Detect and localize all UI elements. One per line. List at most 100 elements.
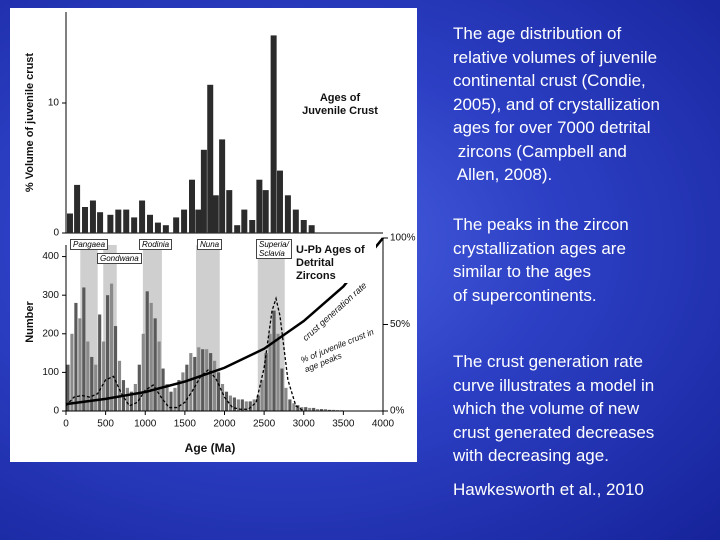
- histogram-bar: [141, 333, 145, 411]
- histogram-bar: [177, 380, 181, 411]
- histogram-bar: [106, 295, 110, 411]
- histogram-bar: [216, 372, 221, 411]
- text-line: The age distribution of: [453, 24, 622, 43]
- bar: [97, 212, 104, 233]
- y-tick-label: 0: [53, 228, 59, 239]
- bar: [147, 214, 154, 233]
- y-tick-label: 10: [48, 98, 60, 109]
- histogram-bar: [280, 368, 284, 411]
- bar: [66, 213, 73, 233]
- bar: [234, 225, 241, 233]
- bar: [262, 190, 269, 233]
- histogram-bar: [181, 372, 185, 411]
- histogram-bar: [74, 302, 78, 411]
- histogram-bar: [197, 347, 201, 411]
- histogram-bar: [228, 395, 233, 411]
- histogram-bar: [161, 368, 165, 411]
- histogram-bar: [102, 341, 106, 411]
- text-line: Allen, 2008).: [453, 165, 553, 184]
- text-line: of supercontinents.: [453, 285, 597, 305]
- histogram-bar: [193, 356, 197, 411]
- supercontinent-label: Gondwana: [97, 253, 142, 264]
- histogram-bar: [129, 391, 133, 411]
- y-axis-label: % Volume of juvenile crust: [24, 53, 36, 192]
- bar: [107, 214, 114, 233]
- paragraph: Hawkesworth et al., 2010: [453, 478, 644, 502]
- text-line: zircons (Campbell and: [453, 141, 627, 161]
- text-line: crystallization ages are: [453, 238, 626, 258]
- bar: [276, 170, 283, 233]
- y2-tick-label: 50%: [390, 319, 410, 330]
- y-axis-label: Number: [24, 301, 36, 343]
- histogram-bar: [113, 326, 118, 411]
- text-line: 2005), and of crystallization: [453, 94, 660, 114]
- text-line: curve illustrates a model in: [453, 375, 655, 395]
- x-axis-label: Age (Ma): [185, 441, 236, 455]
- histogram-bar: [70, 333, 74, 411]
- x-tick-label: 500: [97, 419, 114, 430]
- supercontinent-label: Rodinia: [139, 239, 173, 250]
- paragraph: The peaks in the zircon crystallization a…: [453, 213, 629, 307]
- histogram-bar: [316, 409, 320, 411]
- bar: [195, 209, 202, 233]
- text-line: relative volumes of juvenile: [453, 47, 658, 67]
- supercontinent-label: Pangaea: [70, 239, 109, 250]
- chart-title: U-Pb Ages of Detrital Zircons: [296, 244, 376, 283]
- text-line: similar to the ages: [453, 262, 591, 281]
- histogram-bar: [224, 391, 229, 411]
- paragraph: The age distribution of relative volumes …: [453, 22, 660, 187]
- bar: [308, 225, 315, 233]
- histogram-bar: [201, 349, 205, 411]
- x-tick-label: 1500: [174, 419, 197, 430]
- histogram-bar: [331, 409, 336, 411]
- y2-tick-label: 0%: [390, 406, 405, 417]
- histogram-bar: [260, 380, 264, 411]
- bar: [115, 209, 122, 233]
- text-line: with decreasing age.: [453, 446, 609, 465]
- histogram-bar: [244, 401, 248, 411]
- histogram-bar: [288, 399, 292, 411]
- y-tick-label: 300: [42, 290, 59, 301]
- supercontinent-label: Superia/ Sclavia: [256, 239, 292, 259]
- paragraph: The crust generation rate curve illustrat…: [453, 350, 654, 468]
- histogram-bar: [149, 302, 153, 411]
- histogram-bar: [86, 341, 90, 411]
- bar: [270, 35, 277, 234]
- text-line: Hawkesworth et al., 2010: [453, 480, 644, 499]
- bar: [173, 217, 180, 233]
- histogram-bar: [252, 399, 256, 411]
- histogram-bar: [90, 356, 94, 411]
- histogram-bar: [66, 364, 70, 411]
- bar: [219, 139, 226, 233]
- bar: [241, 209, 248, 233]
- histogram-bar: [209, 353, 213, 411]
- histogram-bar: [256, 395, 260, 411]
- text-line: continental crust (Condie,: [453, 71, 646, 90]
- histogram-bar: [248, 401, 252, 411]
- y-tick-label: 200: [42, 328, 59, 339]
- histogram-bar: [312, 407, 316, 411]
- histogram-bar: [236, 399, 240, 411]
- histogram-bar: [205, 349, 209, 411]
- histogram-bar: [308, 407, 312, 411]
- histogram-bar: [292, 403, 296, 411]
- x-tick-label: 3000: [293, 419, 316, 430]
- bar: [256, 179, 263, 233]
- histogram-bar: [145, 291, 149, 411]
- histogram-bar: [125, 387, 129, 411]
- series-line: [65, 237, 384, 406]
- text-line: crust generated decreases: [453, 422, 655, 442]
- histogram-bar: [173, 387, 177, 411]
- text-line: which the volume of new: [453, 399, 640, 418]
- histogram-bar: [323, 409, 328, 411]
- histogram-bar: [327, 409, 332, 411]
- bar: [212, 195, 219, 233]
- bar: [189, 179, 196, 233]
- histogram-bar: [189, 353, 193, 411]
- bar: [226, 190, 233, 233]
- bar: [300, 220, 307, 233]
- bar: [131, 217, 138, 233]
- x-tick-label: 1000: [134, 419, 157, 430]
- bar: [207, 84, 214, 233]
